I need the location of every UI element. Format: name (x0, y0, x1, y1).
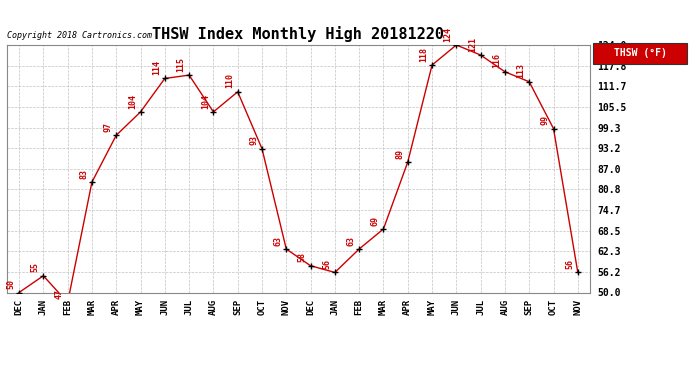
Text: 118: 118 (420, 47, 428, 62)
Text: 104: 104 (128, 93, 137, 108)
Title: THSW Index Monthly High 20181220: THSW Index Monthly High 20181220 (152, 27, 444, 42)
Text: 56: 56 (322, 259, 331, 269)
Text: 83: 83 (79, 169, 88, 179)
Text: 97: 97 (104, 122, 112, 132)
Text: 113: 113 (517, 63, 526, 78)
Text: THSW (°F): THSW (°F) (613, 48, 667, 58)
Text: 114: 114 (152, 60, 161, 75)
Text: 115: 115 (177, 57, 186, 72)
Text: 55: 55 (30, 262, 40, 272)
Text: 99: 99 (541, 115, 550, 125)
Text: 63: 63 (274, 236, 283, 246)
Text: 116: 116 (492, 53, 501, 68)
Text: 124: 124 (444, 27, 453, 42)
Text: 110: 110 (225, 74, 234, 88)
Text: 47: 47 (55, 289, 64, 299)
Text: 50: 50 (6, 279, 15, 289)
Text: 69: 69 (371, 216, 380, 226)
Text: 58: 58 (298, 252, 307, 262)
Text: 63: 63 (346, 236, 355, 246)
Text: 121: 121 (468, 37, 477, 52)
Text: 93: 93 (249, 135, 258, 146)
Text: Copyright 2018 Cartronics.com: Copyright 2018 Cartronics.com (7, 30, 152, 39)
Text: 89: 89 (395, 149, 404, 159)
Text: 104: 104 (201, 93, 210, 108)
Text: 56: 56 (565, 259, 574, 269)
